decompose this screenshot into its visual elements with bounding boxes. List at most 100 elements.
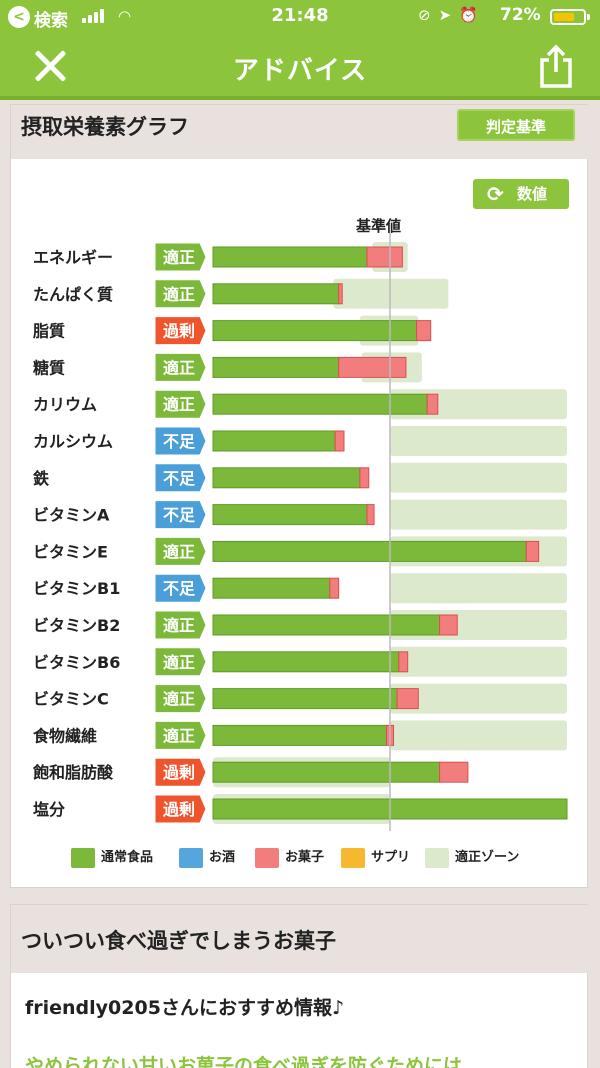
battery-percentage: 72% — [500, 5, 541, 25]
nutrient-label: ビタミンC — [33, 690, 109, 709]
wifi-icon: ◠ — [118, 7, 132, 25]
nutrient-label: 糖質 — [33, 358, 65, 377]
status-badge — [154, 757, 207, 787]
status-badge — [154, 242, 207, 272]
nutrient-label: ビタミンA — [33, 506, 110, 525]
recommendation-heading: friendly0205さんにおすすめ情報♪ — [25, 997, 345, 1019]
snack-card-header: ついつい食べ過ぎでしまうお菓子 — [11, 905, 589, 973]
snack-bar — [525, 540, 540, 562]
status-badge — [154, 352, 207, 382]
toggle-values-label: 数値 — [517, 185, 548, 203]
optimal-zone-bar — [390, 499, 567, 530]
status-badge — [154, 794, 207, 824]
status-badge — [154, 536, 207, 566]
snack-bar — [416, 320, 432, 342]
food-bar — [212, 320, 418, 342]
status-badge-label: 不足 — [163, 579, 196, 598]
food-bar — [212, 246, 368, 268]
status-badge-label: 適正 — [163, 726, 195, 745]
card-header: 摂取栄養素グラフ 判定基準 — [11, 105, 589, 159]
refresh-icon: ⟳ — [487, 182, 504, 206]
status-badge-label: 適正 — [163, 653, 195, 672]
food-bar — [212, 724, 387, 746]
share-icon[interactable] — [536, 44, 576, 88]
status-badge-label: 過剰 — [162, 800, 195, 819]
legend-swatch — [71, 848, 95, 868]
optimal-zone-bar — [390, 646, 567, 677]
nutrient-chart: エネルギー 適正 たんぱく質 適正 脂質 過剰 糖質 適正 カリウム 適正 カルシウム 不足鉄不足 ビタ… — [11, 105, 589, 889]
legend-label: 適正ゾーン — [455, 850, 520, 865]
status-badge — [154, 389, 207, 419]
optimal-zone-bar — [390, 720, 567, 751]
food-bar — [212, 688, 398, 710]
snack-bar — [366, 246, 403, 268]
recommendation-link[interactable]: やめられない甘いお菓子の食べ過ぎを防ぐためには — [25, 1055, 463, 1068]
status-badge-label: 適正 — [163, 690, 195, 709]
optimal-zone-bar — [390, 683, 567, 714]
snack-bar — [334, 430, 345, 452]
nutrient-label: 鉄 — [33, 469, 49, 488]
alarm-icon: ⏰ — [459, 6, 486, 24]
criteria-button[interactable]: 判定基準 — [457, 109, 575, 141]
clock: 21:48 — [271, 5, 329, 26]
legend-swatch — [425, 848, 449, 868]
status-badge — [154, 573, 207, 603]
status-badge-label: 適正 — [163, 542, 195, 561]
baseline-label: 基準値 — [356, 217, 402, 235]
snack-bar — [338, 356, 407, 378]
status-badge — [154, 647, 207, 677]
status-badge-label: 不足 — [163, 432, 196, 451]
food-bar — [212, 283, 340, 305]
optimal-zone-bar — [390, 573, 567, 604]
food-bar — [212, 393, 428, 415]
status-badge — [154, 316, 207, 346]
food-bar — [212, 540, 527, 562]
back-chevron-icon[interactable]: < — [8, 6, 30, 28]
page-title: アドバイス — [232, 56, 368, 86]
food-bar — [212, 761, 441, 783]
nutrient-label: ビタミンB6 — [33, 653, 120, 672]
snack-advice-card: ついつい食べ過ぎでしまうお菓子 friendly0205さんにおすすめ情報♪ や… — [10, 904, 589, 1068]
food-bar — [212, 577, 331, 599]
legend-label: お酒 — [209, 850, 236, 865]
back-to-search-link[interactable]: 検索 — [34, 11, 68, 31]
nutrient-label: ビタミンE — [33, 542, 108, 561]
food-bar — [212, 504, 368, 526]
nutrient-label: 食物繊維 — [32, 726, 97, 745]
snack-bar — [426, 393, 439, 415]
status-badge-label: 適正 — [163, 358, 195, 377]
card-title: 摂取栄養素グラフ — [21, 115, 189, 139]
status-badge-label: 過剰 — [162, 322, 195, 341]
nutrient-label: エネルギー — [33, 248, 113, 267]
navigation-bar: アドバイス — [0, 34, 600, 100]
snack-bar — [329, 577, 340, 599]
food-bar — [212, 356, 340, 378]
status-badge-label: 適正 — [163, 285, 195, 304]
nutrient-label: ビタミンB1 — [33, 579, 120, 598]
food-bar — [212, 651, 400, 673]
legend-label: サプリ — [371, 850, 411, 865]
nutrient-label: 脂質 — [33, 322, 65, 341]
snack-card-title: ついつい食べ過ぎでしまうお菓子 — [21, 929, 336, 953]
rotation-lock-icon: ⊘ — [418, 6, 439, 24]
chart-legend: 通常食品 お酒 お菓子 サプリ 適正ゾーン — [71, 847, 571, 871]
status-badge — [154, 426, 207, 456]
toggle-values-button[interactable]: ⟳ 数値 — [473, 179, 569, 209]
legend-label: 通常食品 — [101, 850, 154, 865]
status-badge — [154, 720, 207, 750]
optimal-zone-bar — [390, 426, 567, 456]
status-badge — [154, 500, 207, 530]
location-icon: ➤ — [438, 6, 460, 24]
nutrient-label: 塩分 — [33, 800, 65, 819]
status-badge — [154, 610, 207, 640]
legend-swatch — [255, 848, 279, 868]
status-badge — [154, 684, 207, 714]
optimal-zone-bar — [390, 462, 567, 493]
legend-swatch — [341, 848, 365, 868]
food-bar — [212, 430, 336, 452]
nutrient-label: カリウム — [33, 395, 97, 414]
status-badge-label: 適正 — [163, 616, 195, 635]
status-bar: < 検索 ◠ 21:48 ⊘➤⏰ 72% — [0, 0, 600, 34]
status-badge-label: 過剰 — [162, 763, 195, 782]
